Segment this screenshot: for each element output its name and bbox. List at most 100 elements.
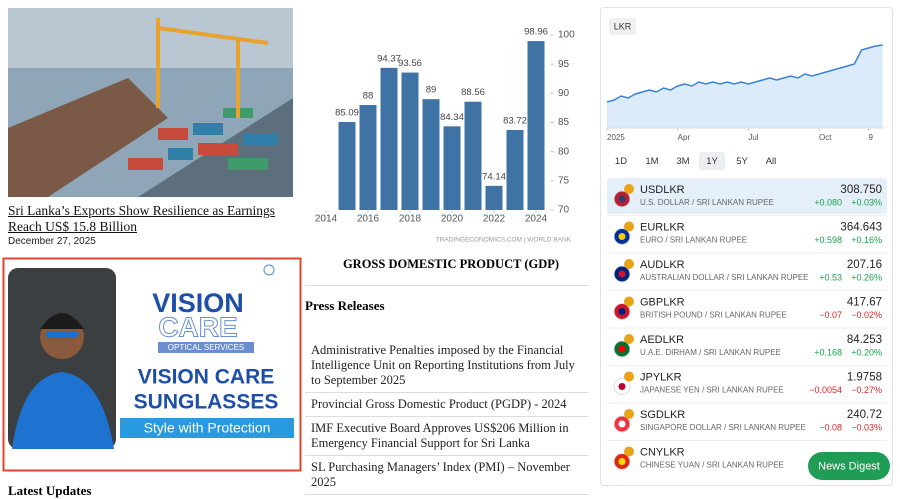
fx-change: −0.0054 xyxy=(809,385,842,395)
x-tick-label: Oct xyxy=(819,133,832,142)
line xyxy=(606,44,883,103)
fx-pct: +0.16% xyxy=(851,235,882,245)
ad-headline: SUNGLASSES xyxy=(134,391,279,414)
fx-symbol[interactable]: GBPLKR xyxy=(640,296,685,308)
flag-detail xyxy=(618,270,626,278)
data-label: 85.09 xyxy=(335,107,359,118)
data-label: 89 xyxy=(426,85,437,96)
range-button[interactable]: All xyxy=(766,156,777,167)
press-release[interactable]: Provincial Gross Domestic Product (PGDP)… xyxy=(311,397,567,411)
button-label[interactable]: News Digest xyxy=(818,460,880,472)
fx-price: 364.643 xyxy=(840,222,882,234)
currency-chip[interactable]: LKR xyxy=(614,21,632,31)
fx-price: 240.72 xyxy=(847,409,882,421)
fx-price: 417.67 xyxy=(847,297,882,309)
bar xyxy=(422,99,440,210)
ad[interactable]: VISION CARE OPTICAL SERVICES VISION CARE… xyxy=(2,257,302,472)
data-label: 88.56 xyxy=(461,87,485,98)
bar xyxy=(485,185,503,210)
bar xyxy=(359,105,377,210)
fx-symbol[interactable]: AEDLKR xyxy=(640,334,684,346)
chart-title: GROSS DOMESTIC PRODUCT (GDP) xyxy=(343,257,559,271)
flag-small xyxy=(624,296,634,307)
fx-name: SINGAPORE DOLLAR / SRI LANKAN RUPEE xyxy=(640,423,806,432)
fx-symbol[interactable]: JPYLKR xyxy=(640,371,682,383)
ad-slogan: Style with Protection xyxy=(144,420,271,436)
range-button[interactable]: 5Y xyxy=(736,156,748,167)
divider xyxy=(305,494,589,495)
ad-tagline: OPTICAL SERVICES xyxy=(168,343,244,352)
fx-pct: −0.02% xyxy=(851,310,882,320)
fx-symbol[interactable]: EURLKR xyxy=(640,221,685,233)
flag-detail xyxy=(618,383,626,390)
fx-pct: −0.03% xyxy=(851,422,882,432)
flag-small xyxy=(624,371,634,382)
flag-detail xyxy=(618,308,626,315)
y-tick-label: 95 xyxy=(558,59,570,70)
fx-name: U.S. DOLLAR / SRI LANKAN RUPEE xyxy=(640,198,774,207)
flag-small xyxy=(624,221,634,232)
fx-symbol[interactable]: SGDLKR xyxy=(640,409,685,421)
x-tick-label: Apr xyxy=(678,133,691,142)
x-tick-label: 2018 xyxy=(399,214,422,225)
x-tick-label: 2016 xyxy=(357,214,380,225)
range-button[interactable]: 3M xyxy=(676,156,689,167)
line-area xyxy=(607,45,883,128)
fx-symbol[interactable]: USDLKR xyxy=(640,184,685,196)
fx-change: −0.07 xyxy=(819,310,842,320)
fx-symbol[interactable]: CNYLKR xyxy=(640,446,685,458)
bar xyxy=(464,101,482,210)
section-heading: Press Releases xyxy=(305,298,385,313)
divider xyxy=(305,455,589,456)
fx-pct: +0.03% xyxy=(851,197,882,207)
y-tick-label: 90 xyxy=(558,88,570,99)
press-release[interactable]: SL Purchasing Managers’ Index (PMI) – No… xyxy=(311,460,570,489)
news-digest-button[interactable]: News Digest xyxy=(808,452,890,480)
fx-widget: LKR 2025 Apr Jul Oct 9 1D 1M 3M 1Y 5Y All USDLKR U.S… xyxy=(600,7,893,486)
flag-small xyxy=(624,259,634,269)
chart-source: TRADINGECONOMICS.COM | WORLD BANK xyxy=(436,237,572,244)
ad-headline: VISION CARE xyxy=(138,366,275,389)
fx-change: −0.08 xyxy=(819,422,842,432)
bar xyxy=(338,121,356,210)
flag-detail xyxy=(618,233,626,240)
flag-detail xyxy=(618,458,626,465)
date: December 27, 2025 xyxy=(8,236,96,247)
y-tick-label: 80 xyxy=(558,146,570,157)
bar xyxy=(506,129,524,210)
fx-change: +0.168 xyxy=(814,347,842,357)
data-label: 88 xyxy=(363,91,374,102)
range-button[interactable]: 1D xyxy=(615,156,627,167)
bar xyxy=(443,126,461,210)
fx-name: CHINESE YUAN / SRI LANKAN RUPEE xyxy=(640,461,784,470)
fx-price: 1.9758 xyxy=(847,372,882,384)
data-label: 98.96 xyxy=(524,27,548,38)
bar xyxy=(380,67,398,210)
fx-price: 84.253 xyxy=(847,334,882,346)
x-tick-label: 9 xyxy=(869,133,874,142)
fx-symbol[interactable]: AUDLKR xyxy=(640,259,685,271)
range-button[interactable]: 1Y xyxy=(706,156,718,167)
divider xyxy=(305,285,589,286)
x-tick-label: 2020 xyxy=(441,214,464,225)
press-release[interactable]: Administrative Penalties imposed by the … xyxy=(311,343,575,387)
divider xyxy=(305,392,589,393)
y-tick-label: 100 xyxy=(558,30,575,41)
data-label: 93.56 xyxy=(398,58,422,69)
fx-change: +0.53 xyxy=(819,272,842,282)
article-image xyxy=(8,8,293,197)
fx-name: EURO / SRI LANKAN RUPEE xyxy=(640,236,747,245)
range-selected xyxy=(699,152,725,170)
gdp-chart: GROSS DOMESTIC PRODUCT (GDP) TRADINGECON… xyxy=(315,27,575,271)
range-button[interactable]: 1M xyxy=(645,156,658,167)
y-tick-label: 85 xyxy=(558,117,570,128)
fx-change: +0.598 xyxy=(814,235,842,245)
data-label: 94.37 xyxy=(377,53,401,64)
press-release[interactable]: IMF Executive Board Approves US$206 Mill… xyxy=(311,421,569,450)
flag-small xyxy=(624,184,634,194)
fx-name: U.A.E. DIRHAM / SRI LANKAN RUPEE xyxy=(640,348,781,357)
fx-change: +0.080 xyxy=(814,197,842,207)
x-tick-label: 2014 xyxy=(315,214,338,225)
fx-price: 207.16 xyxy=(847,259,882,271)
headline[interactable]: Sri Lanka’s Exports Show Resilience as E… xyxy=(8,203,275,234)
